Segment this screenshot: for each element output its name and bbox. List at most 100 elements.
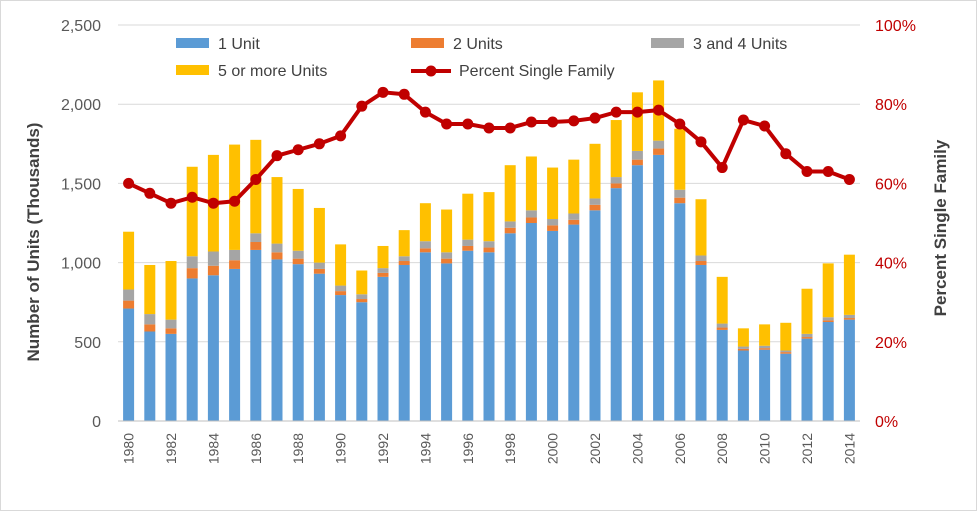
bar-segment-2 bbox=[589, 204, 601, 211]
bar-segment-2 bbox=[653, 148, 665, 155]
x-tick-label: 2006 bbox=[672, 433, 688, 464]
bar-segment-3 bbox=[229, 249, 241, 261]
bar-segment-4 bbox=[186, 166, 198, 257]
y2-tick-label: 40% bbox=[875, 256, 907, 273]
bar-segment-1 bbox=[335, 295, 347, 421]
bar-segment-3 bbox=[568, 213, 580, 220]
bar-segment-1 bbox=[822, 322, 834, 421]
bar-segment-4 bbox=[377, 245, 389, 269]
legend-marker-swatch bbox=[425, 65, 437, 77]
bar-segment-1 bbox=[292, 264, 304, 421]
percent-single-family-point bbox=[843, 173, 855, 185]
bar-segment-4 bbox=[759, 324, 771, 346]
bar-segment-2 bbox=[250, 242, 262, 250]
legend-swatch-1 bbox=[176, 38, 209, 48]
percent-single-family-point bbox=[335, 130, 347, 142]
bar-segment-2 bbox=[356, 299, 368, 303]
bar-segment-2 bbox=[144, 324, 156, 332]
bar-segment-1 bbox=[271, 259, 283, 421]
bar-segment-3 bbox=[462, 239, 474, 246]
x-tick-label: 1980 bbox=[121, 433, 137, 464]
y2-tick-label: 100% bbox=[875, 18, 916, 35]
bar-segment-4 bbox=[144, 264, 156, 315]
bar-segment-2 bbox=[780, 352, 792, 354]
bar-segment-4 bbox=[271, 177, 283, 244]
percent-single-family-point bbox=[589, 112, 601, 124]
bar-segment-3 bbox=[653, 140, 665, 149]
percent-single-family-point bbox=[653, 104, 665, 116]
bar-segment-2 bbox=[186, 268, 198, 279]
bar-segment-2 bbox=[462, 245, 474, 251]
x-tick-label: 1992 bbox=[375, 433, 391, 464]
bar-segment-3 bbox=[356, 294, 368, 300]
x-tick-label: 1994 bbox=[417, 433, 433, 464]
x-tick-label: 2012 bbox=[799, 433, 815, 464]
bar-segment-1 bbox=[589, 210, 601, 421]
bar-segment-3 bbox=[695, 255, 707, 262]
bar-segment-4 bbox=[822, 263, 834, 318]
bar-segment-3 bbox=[589, 198, 601, 205]
bar-segment-3 bbox=[780, 350, 792, 353]
bar-segment-1 bbox=[547, 230, 559, 421]
bar-segment-3 bbox=[207, 251, 219, 266]
bar-segment-4 bbox=[843, 254, 855, 315]
x-tick-label: 2000 bbox=[545, 433, 561, 464]
x-tick-label: 2008 bbox=[714, 433, 730, 464]
bar-segment-2 bbox=[441, 258, 453, 264]
bar-segment-1 bbox=[504, 233, 516, 421]
bar-segment-1 bbox=[843, 319, 855, 421]
bar-segment-2 bbox=[631, 159, 643, 166]
percent-single-family-point bbox=[547, 116, 559, 128]
bar-segment-1 bbox=[229, 268, 241, 421]
bar-segment-2 bbox=[610, 183, 622, 189]
bar-segment-3 bbox=[483, 241, 495, 248]
bar-segment-3 bbox=[822, 317, 834, 321]
bar-segment-3 bbox=[123, 289, 135, 301]
bar-segment-3 bbox=[186, 256, 198, 269]
bar-segment-3 bbox=[631, 150, 643, 160]
percent-single-family-point bbox=[674, 118, 686, 130]
bar-segment-2 bbox=[547, 225, 559, 231]
bar-segment-4 bbox=[165, 261, 177, 320]
x-tick-label: 2010 bbox=[757, 433, 773, 464]
bar-segment-2 bbox=[292, 258, 304, 265]
bar-segment-1 bbox=[801, 338, 813, 421]
bar-segment-4 bbox=[441, 209, 453, 253]
y2-tick-label: 80% bbox=[875, 97, 907, 114]
bar-segment-2 bbox=[207, 265, 219, 276]
bar-segment-4 bbox=[419, 203, 431, 242]
percent-single-family-point bbox=[207, 197, 219, 209]
y-axis-ticks: 0 500 1,000 1,500 2,000 2,500 bbox=[61, 18, 101, 431]
bar-segment-2 bbox=[504, 227, 516, 234]
bar-segment-1 bbox=[377, 276, 389, 421]
percent-single-family-point bbox=[250, 173, 262, 185]
bar-segment-2 bbox=[313, 268, 325, 274]
bar-segment-1 bbox=[525, 223, 537, 421]
bar-segment-3 bbox=[292, 250, 304, 259]
y2-tick-label: 0% bbox=[875, 414, 898, 431]
y-tick-label: 500 bbox=[74, 335, 101, 352]
bar-segment-1 bbox=[653, 154, 665, 421]
bar-segment-3 bbox=[674, 189, 686, 198]
y-tick-label: 2,000 bbox=[61, 97, 101, 114]
bar-segment-1 bbox=[356, 302, 368, 421]
y2-tick-label: 60% bbox=[875, 176, 907, 193]
bar-segment-3 bbox=[547, 219, 559, 226]
bar-segment-1 bbox=[737, 350, 749, 421]
percent-single-family-point bbox=[377, 86, 389, 98]
bar-segment-3 bbox=[504, 221, 516, 228]
bar-segment-2 bbox=[843, 318, 855, 320]
bar-segment-1 bbox=[123, 308, 135, 421]
percent-single-family-point bbox=[759, 120, 771, 132]
bar-segment-1 bbox=[695, 264, 707, 421]
percent-single-family-point bbox=[483, 122, 495, 134]
legend-swatch-3 bbox=[651, 38, 684, 48]
y-tick-label: 1,500 bbox=[61, 176, 101, 193]
percent-single-family-point bbox=[695, 136, 707, 148]
bar-segment-1 bbox=[568, 224, 580, 421]
bar-segment-3 bbox=[716, 323, 728, 328]
percent-single-family-point bbox=[229, 195, 241, 207]
bar-segment-4 bbox=[674, 128, 686, 190]
